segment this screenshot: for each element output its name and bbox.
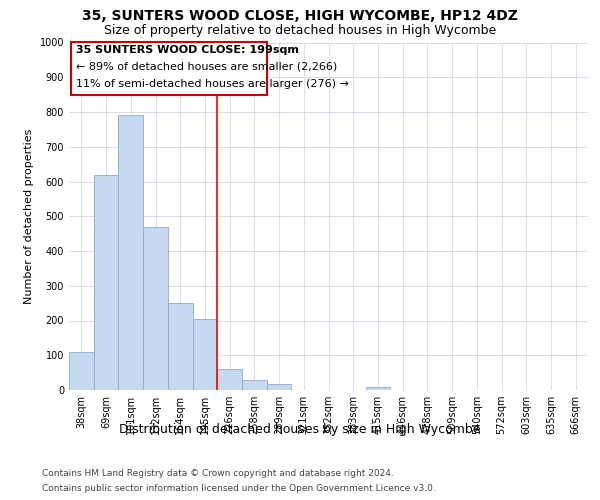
Text: 11% of semi-detached houses are larger (276) →: 11% of semi-detached houses are larger (… xyxy=(76,78,349,88)
Bar xyxy=(267,384,292,390)
FancyBboxPatch shape xyxy=(71,42,267,96)
Text: Distribution of detached houses by size in High Wycombe: Distribution of detached houses by size … xyxy=(119,422,481,436)
Bar xyxy=(94,174,118,390)
Bar xyxy=(118,116,143,390)
Text: 35, SUNTERS WOOD CLOSE, HIGH WYCOMBE, HP12 4DZ: 35, SUNTERS WOOD CLOSE, HIGH WYCOMBE, HP… xyxy=(82,9,518,23)
Bar xyxy=(193,319,217,390)
Bar xyxy=(242,380,267,390)
Text: ← 89% of detached houses are smaller (2,266): ← 89% of detached houses are smaller (2,… xyxy=(76,62,338,72)
Bar xyxy=(217,369,242,390)
Bar xyxy=(365,386,390,390)
Text: Contains HM Land Registry data © Crown copyright and database right 2024.: Contains HM Land Registry data © Crown c… xyxy=(42,469,394,478)
Text: Size of property relative to detached houses in High Wycombe: Size of property relative to detached ho… xyxy=(104,24,496,37)
Bar xyxy=(143,226,168,390)
Y-axis label: Number of detached properties: Number of detached properties xyxy=(24,128,34,304)
Bar xyxy=(168,303,193,390)
Bar xyxy=(69,352,94,390)
Text: Contains public sector information licensed under the Open Government Licence v3: Contains public sector information licen… xyxy=(42,484,436,493)
Text: 35 SUNTERS WOOD CLOSE: 199sqm: 35 SUNTERS WOOD CLOSE: 199sqm xyxy=(76,46,299,56)
